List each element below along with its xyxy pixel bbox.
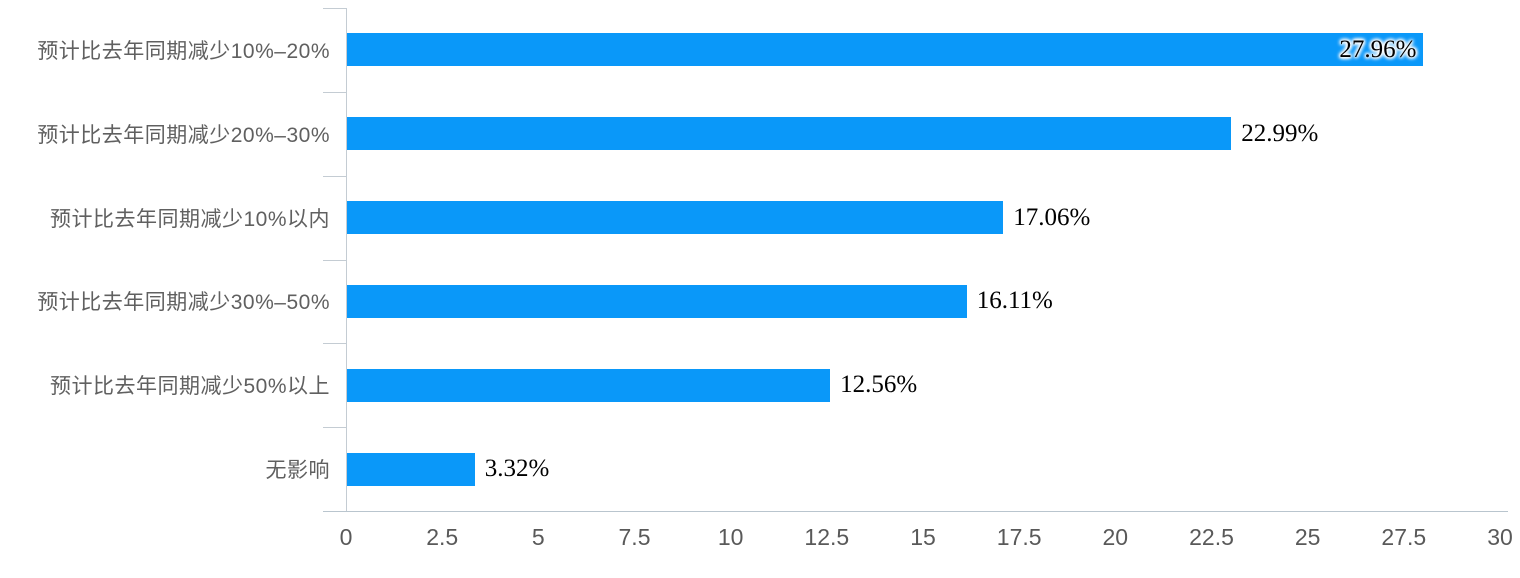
- category-label: 无影响: [265, 459, 330, 483]
- bar: [347, 201, 1004, 235]
- x-axis-tick-label: 15: [910, 524, 936, 550]
- x-axis-tick-label: 30: [1487, 524, 1513, 550]
- y-axis-line: [346, 8, 347, 511]
- value-label: 22.99%: [1241, 119, 1319, 147]
- category-label: 预计比去年同期减少10%–20%: [37, 39, 330, 63]
- x-axis-tick-label: 20: [1102, 524, 1129, 550]
- x-axis-tick-label: 7.5: [618, 524, 651, 550]
- y-axis-tick: [323, 175, 346, 177]
- x-axis-tick-label: 22.5: [1189, 524, 1234, 550]
- x-axis-tick-label: 0: [339, 524, 353, 550]
- x-axis-tick-label: 10: [717, 524, 744, 550]
- x-axis-tick-label: 12.5: [804, 524, 850, 550]
- category-label: 预计比去年同期减少10%以内: [49, 207, 330, 231]
- value-label: 12.56%: [840, 371, 918, 399]
- x-axis-tick-label: 25: [1294, 524, 1321, 550]
- bar: [347, 117, 1232, 151]
- bar: [347, 284, 967, 318]
- x-axis-tick-label: 5: [531, 524, 545, 550]
- y-axis-tick: [323, 8, 346, 9]
- x-axis-tick-label: 17.5: [996, 524, 1042, 550]
- y-axis-tick: [323, 427, 346, 429]
- x-axis-tick-label: 27.5: [1381, 524, 1427, 550]
- value-label: 27.96%: [1339, 35, 1417, 63]
- x-axis-tick-label: 2.5: [426, 524, 459, 550]
- y-axis-tick: [323, 259, 346, 261]
- category-label: 预计比去年同期减少20%–30%: [37, 123, 330, 147]
- value-label: 17.06%: [1013, 203, 1091, 231]
- bar: [347, 452, 475, 486]
- x-axis-line: [323, 511, 1508, 512]
- y-axis-tick: [323, 343, 346, 345]
- category-label: 预计比去年同期减少30%–50%: [37, 291, 330, 315]
- bar: [347, 33, 1423, 67]
- category-label: 预计比去年同期减少50%以上: [49, 375, 330, 399]
- value-label: 3.32%: [484, 455, 550, 483]
- y-axis-tick: [323, 91, 346, 93]
- value-label: 16.11%: [976, 287, 1053, 315]
- bar: [347, 368, 831, 402]
